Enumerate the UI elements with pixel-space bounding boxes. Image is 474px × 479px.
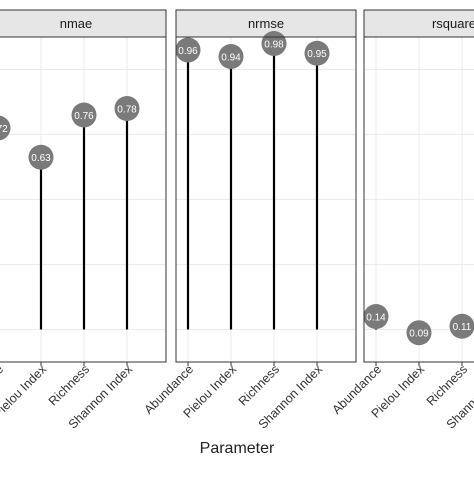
data-label: 0.11 <box>453 322 472 333</box>
data-label: 0.72 <box>0 124 8 135</box>
data-label: 0.09 <box>409 329 429 340</box>
facet-strip-label: rsquare <box>432 16 474 31</box>
data-label: 0.76 <box>74 111 94 122</box>
data-label: 0.94 <box>221 52 241 63</box>
facet-strip-label: nmae <box>60 16 93 31</box>
x-tick-label: Pielou Index <box>0 362 50 421</box>
data-label: 0.98 <box>264 39 284 50</box>
x-axis-title: Parameter <box>0 440 474 458</box>
data-label: 0.63 <box>31 153 51 164</box>
data-label: 0.78 <box>117 104 137 115</box>
data-label: 0.14 <box>366 312 386 323</box>
facet-strip-label: nrmse <box>248 16 284 31</box>
data-label: 0.96 <box>178 46 198 57</box>
data-label: 0.95 <box>307 49 327 60</box>
